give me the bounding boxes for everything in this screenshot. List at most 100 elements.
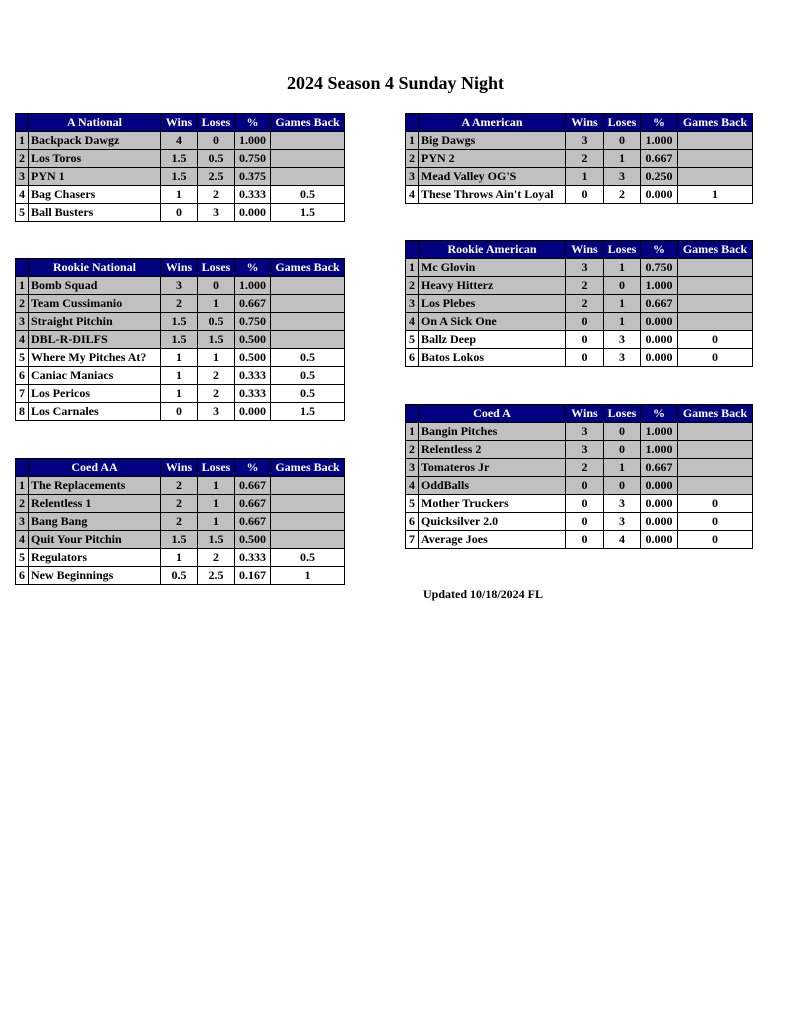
table-row: 6 Batos Lokos 0 3 0.000 0 (405, 348, 753, 367)
pct-cell: 0.250 (640, 167, 678, 186)
rank-cell: 4 (15, 330, 29, 349)
rank-cell: 3 (15, 312, 29, 331)
games-back-cell: 0 (677, 494, 753, 513)
wins-cell: 2 (160, 512, 198, 531)
wins-cell: 1.5 (160, 149, 198, 168)
division-name: Coed A (418, 404, 566, 423)
games-back-cell (270, 512, 345, 531)
wins-cell: 1 (160, 366, 198, 385)
loses-cell: 1.5 (197, 330, 235, 349)
rank-cell: 5 (405, 494, 419, 513)
games-back-cell (677, 312, 753, 331)
rank-cell: 1 (15, 276, 29, 295)
column-header-wins: Wins (565, 404, 604, 423)
table-row: 7 Average Joes 0 4 0.000 0 (405, 530, 753, 549)
column-header-wins: Wins (160, 113, 198, 132)
pct-cell: 1.000 (234, 131, 271, 150)
column-header-wins: Wins (160, 258, 198, 277)
loses-cell: 2 (603, 185, 641, 204)
rank-cell: 4 (15, 530, 29, 549)
loses-cell: 3 (603, 348, 641, 367)
pct-cell: 0.750 (234, 149, 271, 168)
team-cell: Bang Bang (28, 512, 161, 531)
team-cell: Los Pericos (28, 384, 161, 403)
team-cell: Straight Pitchin (28, 312, 161, 331)
loses-cell: 2.5 (197, 167, 235, 186)
standings-table-rookie-national: Rookie National Wins Loses% Games Back 1 Bomb… (15, 258, 345, 421)
table-row: 5 Regulators 1 2 0.333 0.5 (15, 548, 345, 567)
rank-cell: 7 (15, 384, 29, 403)
games-back-cell (677, 149, 753, 168)
loses-cell: 0 (603, 422, 641, 441)
table-row: 6 New Beginnings 0.5 2.5 0.167 1 (15, 566, 345, 585)
team-cell: Relentless 2 (418, 440, 566, 459)
pct-cell: 0.333 (234, 366, 271, 385)
games-back-cell (270, 530, 345, 549)
pct-cell: 0.000 (640, 312, 678, 331)
pct-cell: 0.667 (234, 494, 271, 513)
table-row: 5 Mother Truckers 0 3 0.000 0 (405, 494, 753, 513)
loses-cell: 1 (197, 494, 235, 513)
team-cell: These Throws Ain't Loyal (418, 185, 566, 204)
loses-cell: 0 (197, 276, 235, 295)
wins-cell: 0 (565, 185, 604, 204)
pct-cell: 0.000 (640, 476, 678, 495)
table-row: 6 Quicksilver 2.0 0 3 0.000 0 (405, 512, 753, 531)
wins-cell: 2 (565, 294, 604, 313)
table-header: Coed A Wins Loses% Games Back (405, 404, 753, 423)
table-row: 2 Team Cussimanio 2 1 0.667 (15, 294, 345, 313)
games-back-cell: 1 (270, 566, 345, 585)
loses-cell: 1 (603, 258, 641, 277)
loses-cell: 1 (197, 476, 235, 495)
rank-cell: 6 (15, 566, 29, 585)
wins-cell: 0 (565, 530, 604, 549)
team-cell: Mc Glovin (418, 258, 566, 277)
page-title: 2024 Season 4 Sunday Night (286, 73, 505, 93)
loses-cell: 0 (603, 440, 641, 459)
games-back-cell (270, 149, 345, 168)
team-cell: OddBalls (418, 476, 566, 495)
team-cell: Los Toros (28, 149, 161, 168)
team-cell: Where My Pitches At? (28, 348, 161, 367)
table-row: 5 Ballz Deep 0 3 0.000 0 (405, 330, 753, 349)
wins-cell: 0 (565, 476, 604, 495)
rank-cell: 2 (405, 149, 419, 168)
wins-cell: 1 (160, 348, 198, 367)
games-back-cell: 1 (677, 185, 753, 204)
pct-cell: 0.667 (640, 149, 678, 168)
loses-cell: 3 (603, 512, 641, 531)
table-row: 7 Los Pericos 1 2 0.333 0.5 (15, 384, 345, 403)
team-cell: Backpack Dawgz (28, 131, 161, 150)
games-back-cell: 0 (677, 330, 753, 349)
loses-cell: 2 (197, 366, 235, 385)
wins-cell: 1 (160, 384, 198, 403)
games-back-cell: 0.5 (270, 548, 345, 567)
loses-cell: 3 (603, 494, 641, 513)
team-cell: Team Cussimanio (28, 294, 161, 313)
table-row: 2 Relentless 1 2 1 0.667 (15, 494, 345, 513)
table-row: 1 Big Dawgs 3 0 1.000 (405, 131, 753, 150)
team-cell: Relentless 1 (28, 494, 161, 513)
rank-cell: 5 (405, 330, 419, 349)
standings-table-a-national: A National Wins Loses% Games Back 1 Backpack … (15, 113, 345, 222)
rank-cell: 4 (405, 312, 419, 331)
games-back-cell (677, 476, 753, 495)
pct-cell: 0.000 (234, 203, 271, 222)
games-back-cell: 0 (677, 530, 753, 549)
rank-cell: 5 (15, 548, 29, 567)
loses-cell: 4 (603, 530, 641, 549)
team-cell: The Replacements (28, 476, 161, 495)
table-row: 2 Heavy Hitterz 2 0 1.000 (405, 276, 753, 295)
wins-cell: 2 (160, 494, 198, 513)
pct-cell: 0.333 (234, 384, 271, 403)
loses-cell: 3 (603, 167, 641, 186)
column-header-pct: % (234, 458, 271, 477)
table-row: 4 DBL-R-DILFS 1.5 1.5 0.500 (15, 330, 345, 349)
wins-cell: 3 (565, 258, 604, 277)
loses-cell: 3 (197, 203, 235, 222)
column-header-games-back: Games Back (270, 458, 345, 477)
games-back-cell (677, 422, 753, 441)
column-header-loses: Loses (197, 458, 235, 477)
rank-cell: 4 (405, 476, 419, 495)
column-header-pct: % (640, 113, 678, 132)
